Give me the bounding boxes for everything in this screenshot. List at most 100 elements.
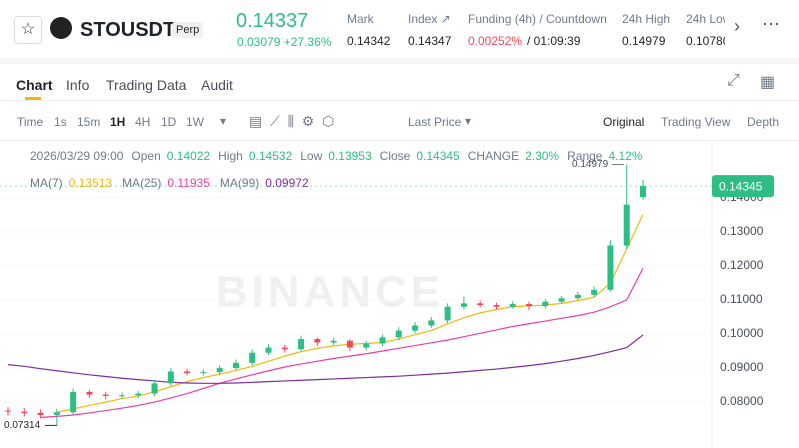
tab-underline xyxy=(25,97,41,100)
legend-label: MA(99) xyxy=(220,176,259,190)
candle-body xyxy=(346,340,353,348)
view-option[interactable]: Depth xyxy=(747,115,780,129)
candle-body xyxy=(379,337,386,344)
candle-body xyxy=(232,362,239,369)
expand-icon[interactable]: ⤢ xyxy=(727,72,740,89)
candle-body xyxy=(200,372,207,374)
legend-label: MA(25) xyxy=(122,176,161,190)
more-menu[interactable]: ⋯ xyxy=(762,14,780,34)
view-option[interactable]: Trading View xyxy=(661,115,731,129)
candle-body xyxy=(265,347,272,353)
legend-value: 0.14022 xyxy=(167,149,211,163)
stat-label: 24h Low xyxy=(686,12,725,26)
candle-body xyxy=(151,383,158,394)
stat-value: / 01:09:39 xyxy=(527,34,581,48)
legend-time: 2026/03/29 09:00 xyxy=(30,149,124,163)
candle-body xyxy=(542,301,549,307)
watermark: BINANCE xyxy=(216,268,444,317)
candle-body xyxy=(5,410,11,412)
divider xyxy=(0,100,799,101)
candle-body xyxy=(249,352,256,363)
price-mode[interactable]: Last Price xyxy=(408,115,462,129)
candle-body xyxy=(493,305,500,307)
candle-body xyxy=(281,347,288,350)
ma-line xyxy=(7,334,644,384)
candle-body xyxy=(53,412,60,415)
interval[interactable]: 1H xyxy=(110,115,126,129)
candle-body xyxy=(363,343,370,348)
candle-body xyxy=(574,294,581,299)
candle-body xyxy=(428,320,435,326)
candle-body xyxy=(477,303,484,306)
stats: Mark 0.14342 Index ↗ 0.14347 Funding (4h… xyxy=(347,0,725,58)
legend-value: 0.13953 xyxy=(328,149,372,163)
tab[interactable]: Chart xyxy=(16,77,53,93)
low-label: 0.07314 xyxy=(4,420,41,431)
chart-card: Chart Info Trading Data Audit ⤢ ▦ Time 1… xyxy=(0,64,799,448)
legend-label: High xyxy=(218,149,243,163)
header: ☆ STOUSDT Perp 0.14337 0.03079 +27.36% M… xyxy=(0,0,799,58)
favorite-button[interactable]: ☆ xyxy=(14,16,42,44)
candle-body xyxy=(102,394,109,396)
candle-body xyxy=(167,371,174,384)
candle-body xyxy=(314,339,321,343)
legend-value: 4.12% xyxy=(608,149,642,163)
candle-body xyxy=(526,304,533,307)
divider xyxy=(0,140,799,141)
legend-value: 2.30% xyxy=(525,149,559,163)
tool-icon[interactable]: ▤ ⟋ ⫼ ⚙ ⬡ xyxy=(249,113,335,129)
y-tick-label: 0.13000 xyxy=(720,224,764,238)
chart: BINANCE 0.08000 0.09000 0.10000 0.11000 0.120… xyxy=(0,140,774,448)
stat-label: Mark xyxy=(347,12,374,26)
y-tick-label: 0.08000 xyxy=(720,394,764,408)
candle-body xyxy=(135,393,142,396)
stat-value: 0.14342 xyxy=(347,34,391,48)
legend: 2026/03/29 09:00 Open 0.14022 High 0.14532 Lo… xyxy=(30,149,643,163)
interval[interactable]: 1s xyxy=(54,115,67,129)
candle-body xyxy=(184,371,191,374)
candle-body xyxy=(216,368,223,373)
interval[interactable]: 1W xyxy=(186,115,204,129)
candle-body xyxy=(591,289,598,295)
scroll-arrow[interactable]: › xyxy=(734,16,740,36)
tab[interactable]: Trading Data xyxy=(106,77,187,93)
symbol[interactable]: STOUSDT xyxy=(80,19,176,41)
view-option[interactable]: Original xyxy=(603,115,645,129)
legend-label: Open xyxy=(131,149,160,163)
stat-label: Funding (4h) / Countdown xyxy=(468,12,607,26)
candle-body xyxy=(118,395,125,397)
y-tick-label: 0.12000 xyxy=(720,258,764,272)
interval[interactable]: Time xyxy=(17,115,44,129)
legend-value: 0.09972 xyxy=(265,176,309,190)
stat-value: 0.10780 xyxy=(686,34,725,48)
stat-value: 0.14347 xyxy=(408,34,452,48)
candle-body xyxy=(86,391,93,395)
price-tag-label: 0.14345 xyxy=(719,179,763,193)
candle-body xyxy=(330,340,337,343)
candle-body xyxy=(21,411,28,413)
interval[interactable]: 4H xyxy=(135,115,151,129)
candle-body xyxy=(607,245,614,290)
tab[interactable]: Audit xyxy=(201,77,233,93)
interval[interactable]: 15m xyxy=(77,115,101,129)
legend-label: Close xyxy=(380,149,411,163)
dropdown[interactable]: ▾ xyxy=(465,114,472,128)
dropdown[interactable]: ▾ xyxy=(220,114,227,128)
ma-line xyxy=(40,267,644,418)
legend-label: CHANGE xyxy=(468,149,519,163)
price-change: 0.03079 +27.36% xyxy=(237,35,332,49)
badge: Perp xyxy=(172,22,204,38)
stat-label: Index ↗ xyxy=(408,12,451,26)
candle-body xyxy=(640,186,646,198)
candle-body xyxy=(558,298,565,302)
candle-body xyxy=(395,330,402,338)
stat-label: 24h High xyxy=(622,12,671,26)
ma-legend: MA(7) 0.13513 MA(25) 0.11935 MA(99) 0.09972 xyxy=(30,176,309,190)
candle-body xyxy=(412,325,419,331)
layout-icon[interactable]: ▦ xyxy=(760,74,776,91)
y-tick-label: 0.10000 xyxy=(720,326,764,340)
tab[interactable]: Info xyxy=(66,77,90,93)
interval[interactable]: 1D xyxy=(161,115,177,129)
legend-value: 0.13513 xyxy=(69,176,113,190)
y-tick-label: 0.09000 xyxy=(720,360,764,374)
